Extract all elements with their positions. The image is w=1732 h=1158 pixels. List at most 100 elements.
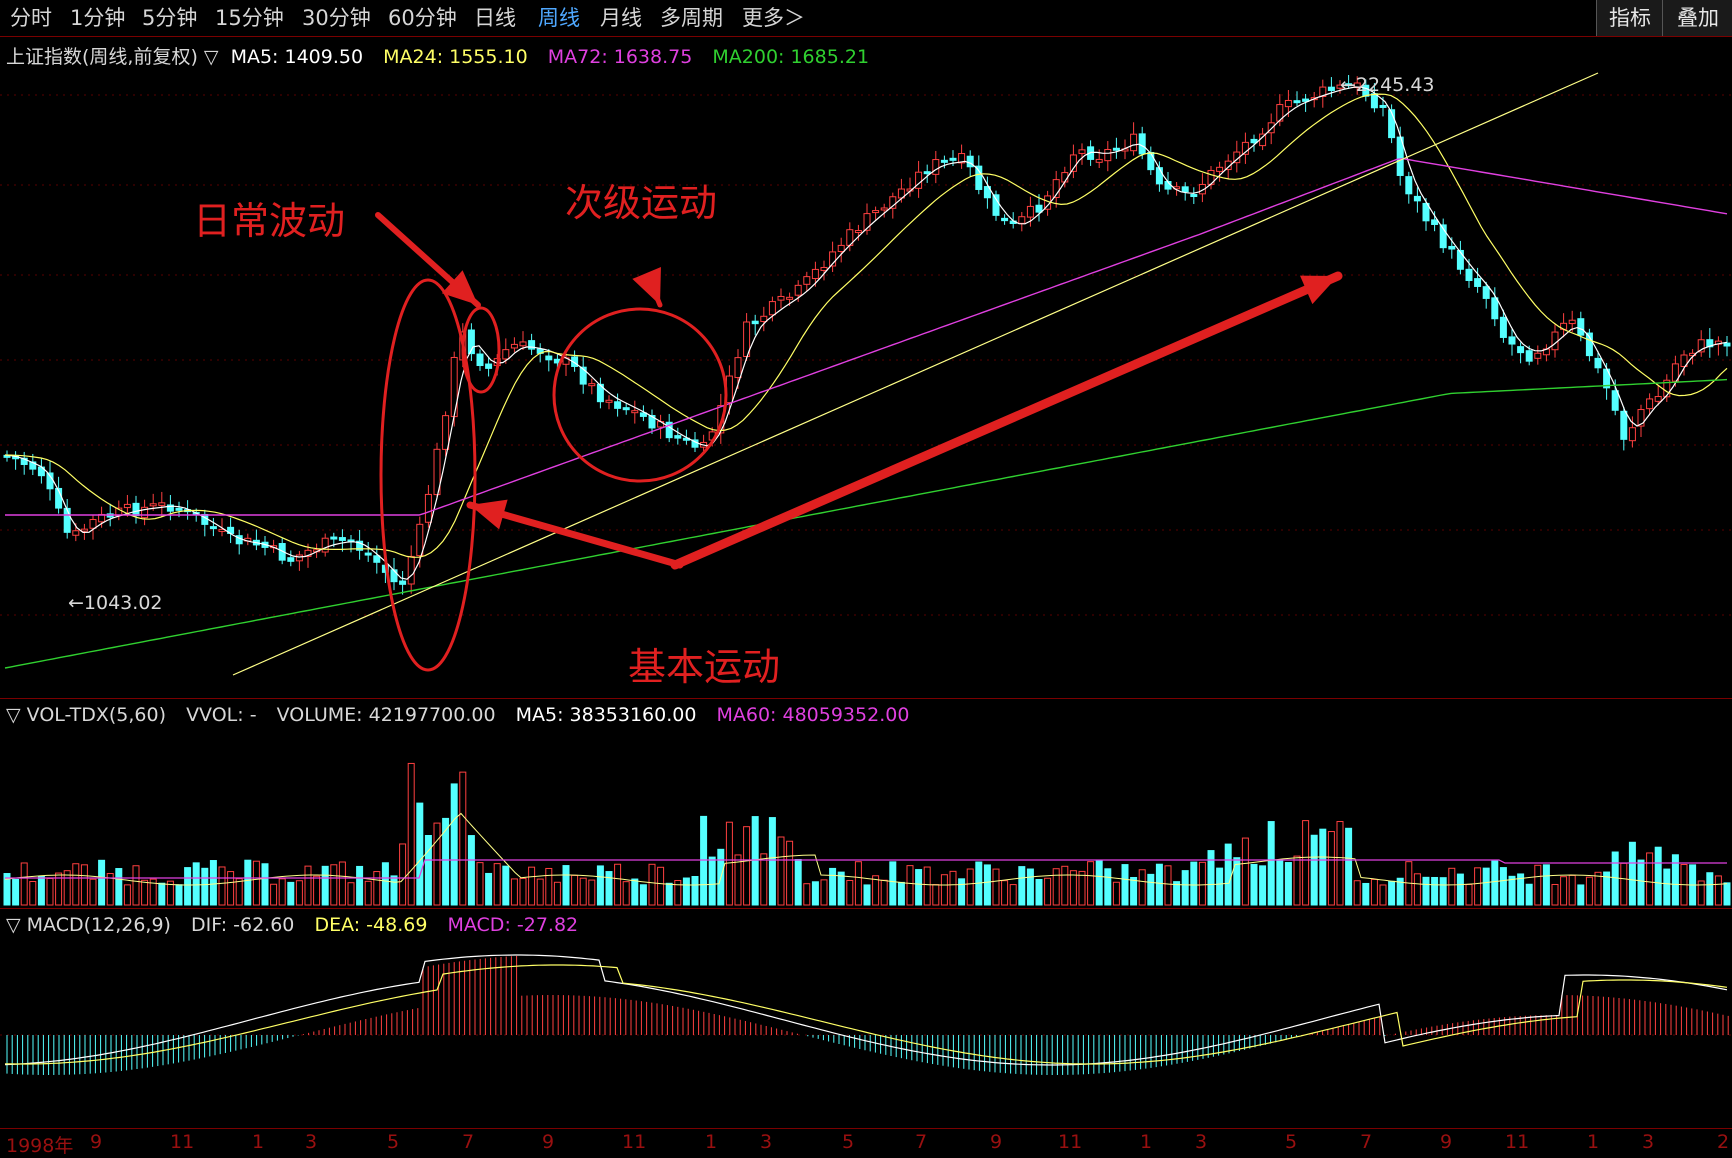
- volume-bar: [20, 862, 28, 906]
- volume-bar: [1224, 843, 1232, 906]
- date-tick-label: 3: [305, 1131, 318, 1153]
- volume-bar: [1594, 871, 1602, 906]
- ma72-line: [5, 157, 1728, 516]
- volume-bar: [37, 875, 45, 906]
- indicator-button[interactable]: 指标: [1596, 0, 1663, 36]
- volume-bar: [1198, 861, 1206, 906]
- period-tab[interactable]: 5分钟: [142, 6, 198, 30]
- volume-bar: [1233, 857, 1241, 906]
- volume-bar: [648, 863, 656, 906]
- volume-bar: [889, 861, 897, 906]
- volume-bar: [1319, 828, 1327, 906]
- volume-bar: [1370, 878, 1378, 906]
- volume-bar: [725, 821, 733, 906]
- annotation-arrow: [670, 271, 1343, 570]
- volume-bar: [1568, 874, 1576, 906]
- date-tick-label: 9: [990, 1131, 1003, 1153]
- date-tick-label: 11: [622, 1131, 647, 1153]
- candle-body: [1663, 379, 1671, 398]
- volume-bar: [278, 878, 286, 906]
- date-tick-label: 7: [1360, 1131, 1373, 1153]
- date-tick-label: 3: [760, 1131, 773, 1153]
- volume-bar: [252, 860, 260, 906]
- volume-bar: [227, 871, 235, 906]
- vvol-value: VVOL: -: [186, 704, 257, 726]
- volume-bar: [786, 840, 794, 906]
- volume-bar: [1241, 837, 1249, 906]
- annotation-arrowhead: [441, 270, 478, 305]
- candle-body: [760, 315, 768, 323]
- date-tick-label: 9: [90, 1131, 103, 1153]
- volume-bar: [80, 864, 88, 906]
- volume-bar: [1216, 867, 1224, 906]
- volume-bar: [605, 871, 613, 906]
- candle-body: [949, 157, 957, 161]
- period-tab[interactable]: 多周期: [660, 6, 723, 30]
- volume-bar: [270, 883, 278, 906]
- volume-bar: [992, 868, 1000, 906]
- volume-bar: [837, 871, 845, 906]
- candle-body: [356, 540, 364, 551]
- annotation-arrow: [466, 501, 684, 569]
- candle-body: [519, 341, 527, 347]
- volume-bar: [1061, 865, 1069, 906]
- candle-body: [390, 569, 398, 583]
- candle-body: [338, 537, 346, 541]
- volume-bar: [932, 884, 940, 906]
- period-tab[interactable]: 60分钟: [388, 6, 457, 30]
- volume-bar: [46, 878, 54, 906]
- volume-bar: [614, 863, 622, 906]
- volume-bar: [897, 881, 905, 906]
- candle-body: [528, 340, 536, 350]
- period-tab[interactable]: 15分钟: [215, 6, 284, 30]
- period-tab[interactable]: 更多＞: [742, 6, 805, 30]
- volume-bar: [588, 879, 596, 906]
- panel-divider: [0, 908, 1732, 909]
- candle-body: [665, 421, 673, 439]
- volume-bar: [304, 865, 312, 906]
- volume-bar: [1345, 827, 1353, 906]
- volume-bar: [1456, 873, 1464, 906]
- volume-bar: [1714, 875, 1722, 906]
- period-tab[interactable]: 1分钟: [70, 6, 126, 30]
- volume-bar: [502, 865, 510, 906]
- period-tab[interactable]: 30分钟: [302, 6, 371, 30]
- period-tab[interactable]: 分时: [10, 6, 52, 30]
- overlay-button[interactable]: 叠加: [1662, 0, 1732, 36]
- volume-bar: [98, 859, 106, 906]
- volume-bar: [958, 878, 966, 906]
- volume-bar: [1723, 882, 1731, 906]
- candle-body: [966, 155, 974, 168]
- volume-bar: [966, 868, 974, 906]
- candle-body: [1138, 133, 1146, 155]
- date-tick-label: 11: [1058, 1131, 1083, 1153]
- candle-body: [1035, 204, 1043, 213]
- volume-bar: [1078, 870, 1086, 906]
- candle-body: [631, 410, 639, 414]
- candle-body: [80, 528, 88, 532]
- volume-bar: [141, 879, 149, 906]
- candle-body: [1491, 297, 1499, 320]
- candle-body: [1431, 219, 1439, 225]
- volume-bar: [1422, 876, 1430, 906]
- candle-body: [1078, 149, 1086, 154]
- volume-bar: [1379, 884, 1387, 906]
- period-tab[interactable]: 日线: [474, 6, 516, 30]
- volume-bar: [1250, 863, 1258, 906]
- volume-bar: [682, 877, 690, 906]
- volume-bar: [1577, 884, 1585, 906]
- volume-bar: [1018, 866, 1026, 906]
- main-chart-legend: 上证指数(周线,前复权) ▽ MA5: 1409.50 MA24: 1555.1…: [6, 42, 883, 69]
- volume-bar: [184, 867, 192, 906]
- volume-bar: [123, 884, 131, 906]
- candle-body: [373, 555, 381, 563]
- period-tab[interactable]: 周线: [538, 6, 580, 30]
- candle-body: [175, 507, 183, 511]
- period-tab[interactable]: 月线: [600, 6, 642, 30]
- candle-body: [1448, 245, 1456, 250]
- macd-legend: ▽ MACD(12,26,9) DIF: -62.60 DEA: -48.69 …: [6, 914, 592, 936]
- candle-body: [1413, 195, 1421, 202]
- dif-line: [4, 954, 1728, 1066]
- candle-body: [1241, 141, 1249, 155]
